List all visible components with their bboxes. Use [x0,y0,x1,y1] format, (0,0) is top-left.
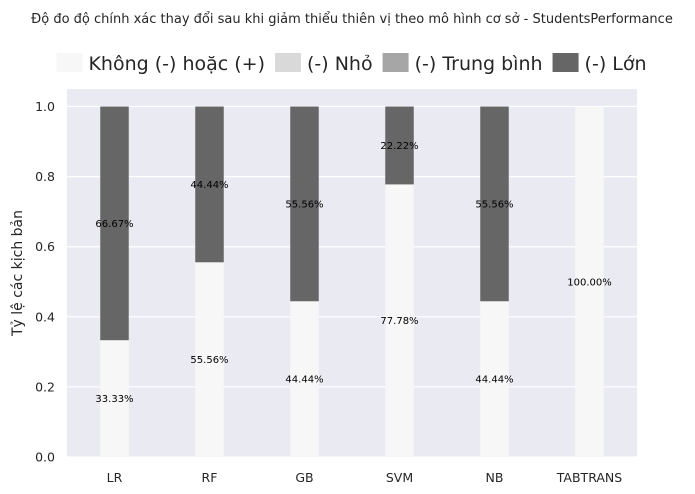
bar-segment [575,106,604,458]
legend-label: Không (-) hoặc (+) [88,53,265,75]
bar-labels: 33.33% 66.67% 55.56% 44.44% 44.44% 55.56% 77.7… [95,141,611,405]
bar-value-label: 22.22% [380,141,418,152]
y-tick-labels: 0.0 0.2 0.4 0.6 0.8 1.0 [35,99,55,464]
chart-title: Độ đo độ chính xác thay đổi sau khi giảm… [31,12,673,27]
legend-swatch [552,53,579,72]
legend-swatch [382,53,409,72]
bar-value-label: 44.44% [475,375,513,386]
legend-swatch [56,53,83,72]
bar-value-label: 55.56% [475,199,513,210]
bar-value-label: 44.44% [190,180,228,191]
bar-value-label: 100.00% [567,277,612,288]
bar-value-label: 33.33% [95,394,133,405]
bar-segment [480,301,509,457]
legend-label: (-) Lớn [585,53,647,75]
bar-segment [480,106,509,302]
x-tick-label: TABTRANS [556,470,623,485]
x-tick-label: SVM [386,470,413,485]
bars [100,106,604,458]
legend-item: (-) Nhỏ [274,53,373,75]
x-tick-label: NB [486,470,504,485]
legend-item: (-) Trung bình [382,53,543,75]
legend-label: (-) Nhỏ [307,53,373,75]
legend-item: (-) Lớn [552,53,647,75]
y-tick-label: 1.0 [35,99,55,114]
x-tick-label: LR [107,470,123,485]
bar-segment [195,262,224,457]
y-tick-label: 0.4 [35,309,55,324]
y-tick-label: 0.6 [35,239,55,254]
y-tick-label: 0.8 [35,169,55,184]
bar-segment [290,301,319,457]
bar-value-label: 55.56% [285,199,323,210]
bar-value-label: 77.78% [380,316,418,327]
y-tick-label: 0.0 [35,450,55,465]
bar-segment [290,106,319,302]
bar-segment [100,340,129,457]
bar-value-label: 44.44% [285,375,323,386]
legend: Không (-) hoặc (+) (-) Nhỏ (-) Trung bình (… [56,53,647,75]
x-tick-label: GB [295,470,313,485]
bar-segment [385,184,414,458]
bar-value-label: 55.56% [190,355,228,366]
bar-segment [195,106,224,263]
plot-background [67,89,637,457]
bar-segment [100,106,129,341]
bar-value-label: 66.67% [95,219,133,230]
y-axis-label: Tỷ lệ các kịch bản [10,210,26,337]
legend-label: (-) Trung bình [415,53,543,75]
legend-swatch [274,53,301,72]
bar-segment [385,106,414,185]
grid-lines [67,105,637,458]
x-tick-label: RF [202,470,218,485]
x-tick-labels: LR RF GB SVM NB TABTRANS [107,470,623,485]
legend-item: Không (-) hoặc (+) [56,53,265,75]
y-tick-label: 0.2 [35,379,55,394]
